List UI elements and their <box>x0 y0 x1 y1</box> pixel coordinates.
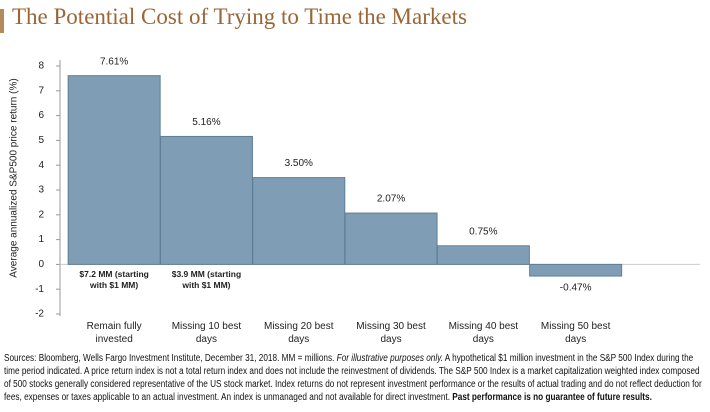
bar <box>159 135 253 265</box>
value-label: 0.75% <box>469 226 497 237</box>
x-tick-label: Missing 40 best days <box>448 321 519 345</box>
chart-title: The Potential Cost of Trying to Time the… <box>12 4 467 29</box>
y-tick-label: 4 <box>38 160 44 171</box>
title-accent <box>0 9 4 33</box>
y-tick-label: -2 <box>35 309 44 320</box>
bar <box>529 263 623 277</box>
footnote-italic: For illustrative purposes only. <box>336 353 443 364</box>
y-tick-label: 0 <box>38 259 44 270</box>
footnote-text: Sources: Bloomberg, Wells Fargo Investme… <box>4 353 337 364</box>
x-tick-label: Missing 20 best days <box>264 321 334 345</box>
value-label: 5.16% <box>192 117 220 128</box>
footnote: Sources: Bloomberg, Wells Fargo Investme… <box>4 352 703 404</box>
y-tick-label: 7 <box>38 85 44 96</box>
y-tick-label: 2 <box>38 209 44 220</box>
value-label: 7.61% <box>100 56 128 67</box>
y-tick-label: -1 <box>35 284 44 295</box>
footnote-text: A hypothetical $1 million investment in … <box>4 353 702 403</box>
bar <box>67 75 161 265</box>
y-tick-label: 3 <box>38 185 44 196</box>
bar <box>344 212 438 265</box>
x-tick-label: Missing 50 best days <box>540 321 611 345</box>
footnote-bold: Past performance is no guarantee of futu… <box>452 392 652 403</box>
value-label: 3.50% <box>285 158 313 169</box>
y-axis-label: Average annualized S&P500 price return (… <box>9 78 20 277</box>
y-tick-label: 5 <box>38 135 44 146</box>
x-tick-label: Remain fully invested <box>86 321 142 345</box>
bar-annotation: $3.9 MM (starting with $1 MM) <box>171 269 242 291</box>
x-tick-label: Missing 30 best days <box>356 321 426 345</box>
y-tick-label: 1 <box>38 234 44 245</box>
value-label: -0.47% <box>560 283 592 294</box>
y-tick-label: 6 <box>38 110 44 121</box>
bar <box>252 177 346 265</box>
bar <box>436 245 530 265</box>
value-label: 2.07% <box>377 194 405 205</box>
x-tick-label: Missing 10 best days <box>171 321 242 345</box>
bar-annotation: $7.2 MM (starting with $1 MM) <box>79 269 149 291</box>
y-tick-label: 8 <box>38 61 44 72</box>
